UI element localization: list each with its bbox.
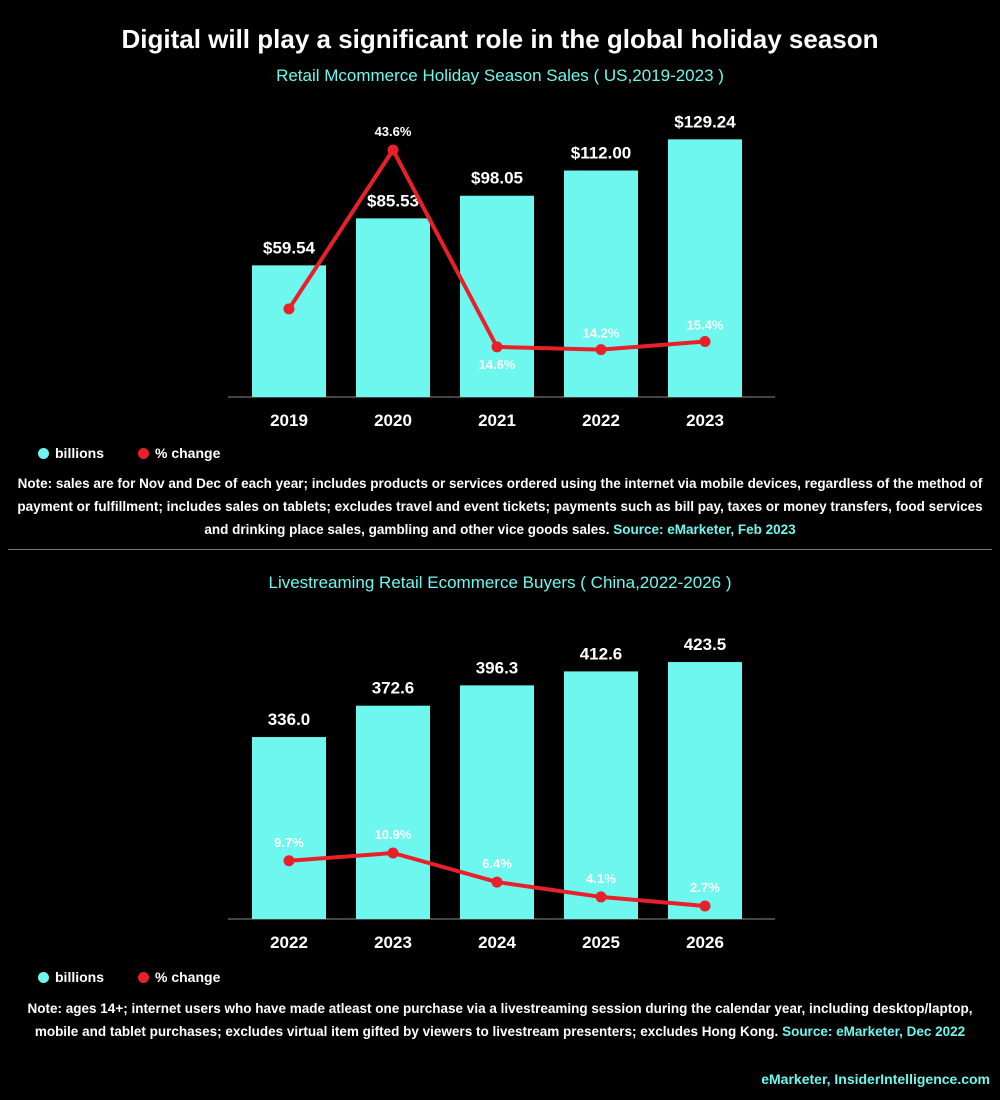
pct-point-2020 [387,144,399,156]
bar-2025 [564,671,638,919]
bar-2020 [356,218,430,397]
source-text: Source: eMarketer, Feb 2023 [613,522,796,537]
legend-bar-swatch [38,447,49,459]
section-divider [8,549,992,550]
chart1-note: Note: sales are for Nov and Dec of each … [10,472,990,541]
legend-line-label: % change [155,445,221,461]
bar-value-label: 372.6 [372,679,415,698]
bar-value-label: $85.53 [367,191,419,210]
note-text: Note: sales are for Nov and Dec of each … [17,476,983,537]
page-title: Digital will play a significant role in … [121,24,879,54]
chart1-legend: billions % change [38,445,220,461]
pct-change-label: 14.2% [583,326,620,341]
x-tick-label: 2026 [686,933,724,952]
legend-line-label: % change [155,969,221,985]
x-tick-label: 2019 [270,411,308,430]
pct-change-label: 43.6% [375,124,412,139]
pct-change-label: 14.6% [479,357,516,372]
pct-point-2023 [387,847,399,859]
pct-point-2026 [699,900,711,912]
bar-value-label: $112.00 [571,144,632,163]
bar-2023 [356,705,430,919]
bar-value-label: 336.0 [268,710,311,729]
pct-point-2019 [283,303,295,315]
pct-point-2023 [699,335,711,347]
chart1-subtitle: Retail Mcommerce Holiday Season Sales ( … [276,66,724,85]
bar-2022 [564,170,638,397]
bar-2022 [252,737,326,919]
x-tick-label: 2024 [478,933,516,952]
pct-point-2024 [491,876,503,888]
bar-value-label: $98.05 [471,169,523,188]
note-text: Note: ages 14+; internet users who have … [27,1001,973,1039]
legend-bar-label: billions [55,445,104,461]
pct-point-2022 [283,855,295,867]
pct-change-label: 2.7% [690,880,720,895]
bar-value-label: 423.5 [684,635,727,654]
pct-change-label: 10.9% [375,827,412,842]
x-tick-label: 2022 [582,411,620,430]
chart2-legend: billions % change [38,969,220,985]
x-tick-label: 2023 [374,933,412,952]
pct-change-label: 15.4% [687,317,724,332]
pct-point-2025 [595,891,607,903]
bar-value-label: $129.24 [674,112,736,131]
x-tick-label: 2023 [686,411,724,430]
legend-line-swatch [138,971,149,983]
legend-line-swatch [138,447,149,459]
legend-bar-label: billions [55,969,104,985]
chart2-subtitle: Livestreaming Retail Ecommerce Buyers ( … [268,573,732,592]
bar-2019 [252,265,326,397]
footer-credit: eMarketer, InsiderIntelligence.com [761,1071,990,1087]
pct-change-label: 4.1% [586,871,616,886]
legend-bar-swatch [38,971,49,983]
bar-2023 [668,139,742,397]
pct-change-label: 6.4% [482,856,512,871]
bar-value-label: 396.3 [476,658,519,677]
source-text: Source: eMarketer, Dec 2022 [782,1024,966,1039]
x-tick-label: 2022 [270,933,308,952]
bar-value-label: $59.54 [263,238,316,257]
x-tick-label: 2020 [374,411,412,430]
pct-point-2021 [491,341,503,353]
x-tick-label: 2025 [582,933,620,952]
bar-value-label: 412.6 [580,644,623,663]
chart2-note: Note: ages 14+; internet users who have … [10,997,990,1043]
pct-point-2022 [595,344,607,356]
bar-2026 [668,662,742,919]
x-tick-label: 2021 [478,411,516,430]
pct-change-label: 9.7% [274,835,304,850]
